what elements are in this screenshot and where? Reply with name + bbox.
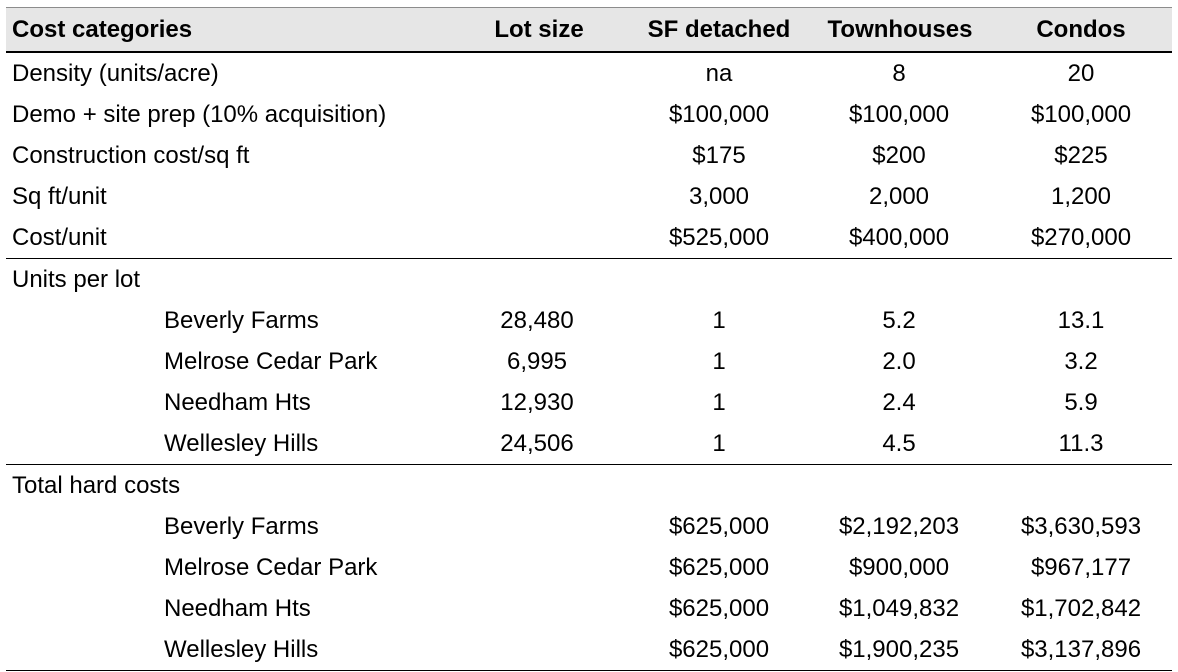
townhouses-value: $200 — [872, 142, 926, 169]
table-row-cost-unit: Cost/unit $525,000 $400,000 $270,000 — [6, 217, 1172, 258]
condos-value: 3.2 — [1064, 348, 1098, 375]
location-label: Wellesley Hills — [164, 636, 319, 663]
condos-value: 11.3 — [1058, 430, 1104, 457]
townhouses-value: $100,000 — [848, 101, 950, 128]
sf-detached-value: 3,000 — [688, 183, 750, 210]
sf-detached-value: $625,000 — [668, 595, 770, 622]
townhouses-value: 2.4 — [882, 389, 916, 416]
table-row-units-beverly-farms: Beverly Farms 28,480 1 5.2 13.1 — [6, 300, 1172, 341]
section-title: Total hard costs — [12, 472, 181, 499]
sf-detached-value: $625,000 — [668, 636, 770, 663]
lot-size-value: 28,480 — [500, 307, 574, 334]
table-row-demo-site-prep: Demo + site prep (10% acquisition) $100,… — [6, 94, 1172, 135]
location-label: Beverly Farms — [164, 307, 319, 334]
table-row-density: Density (units/acre) na 8 20 — [6, 53, 1172, 94]
location-label: Needham Hts — [164, 389, 311, 416]
row-label: Demo + site prep (10% acquisition) — [12, 101, 387, 128]
sf-detached-value: $625,000 — [668, 554, 770, 581]
row-label: Construction cost/sq ft — [12, 142, 250, 169]
condos-value: 13.1 — [1057, 307, 1105, 334]
header-cost-categories: Cost categories — [12, 16, 193, 43]
sf-detached-value: $525,000 — [668, 224, 770, 251]
section-heading-total-hard-costs: Total hard costs — [6, 464, 1172, 506]
condos-value: $270,000 — [1030, 224, 1132, 251]
sf-detached-value: $100,000 — [668, 101, 770, 128]
table-row-costs-beverly-farms: Beverly Farms $625,000 $2,192,203 $3,630… — [6, 506, 1172, 547]
condos-value: $225 — [1054, 142, 1108, 169]
sf-detached-value: 1 — [712, 307, 726, 334]
section-heading-units-per-lot: Units per lot — [6, 258, 1172, 300]
sf-detached-value: $175 — [692, 142, 746, 169]
lot-size-value: 12,930 — [500, 389, 574, 416]
sf-detached-value: 1 — [712, 348, 726, 375]
table-row-units-melrose-cedar-park: Melrose Cedar Park 6,995 1 2.0 3.2 — [6, 341, 1172, 382]
townhouses-value: 8 — [892, 60, 906, 87]
row-label: Cost/unit — [12, 224, 107, 251]
cost-table: Cost categories Lot size SF detached Tow… — [6, 7, 1172, 671]
condos-value: 5.9 — [1064, 389, 1098, 416]
condos-value: $3,137,896 — [1020, 636, 1142, 663]
lot-size-value: 24,506 — [500, 430, 574, 457]
location-label: Needham Hts — [164, 595, 311, 622]
header-lot-size: Lot size — [494, 16, 584, 43]
sf-detached-value: na — [705, 60, 733, 87]
townhouses-value: $400,000 — [848, 224, 950, 251]
condos-value: $3,630,593 — [1020, 513, 1142, 540]
table-row-units-wellesley-hills: Wellesley Hills 24,506 1 4.5 11.3 — [6, 423, 1172, 464]
table-row-sq-ft-unit: Sq ft/unit 3,000 2,000 1,200 — [6, 176, 1172, 217]
table-row-construction-cost: Construction cost/sq ft $175 $200 $225 — [6, 135, 1172, 176]
townhouses-value: $1,900,235 — [838, 636, 960, 663]
townhouses-value: $900,000 — [848, 554, 950, 581]
table-row-costs-melrose-cedar-park: Melrose Cedar Park $625,000 $900,000 $96… — [6, 547, 1172, 588]
townhouses-value: 5.2 — [882, 307, 916, 334]
row-label: Density (units/acre) — [12, 60, 219, 87]
table-header-row: Cost categories Lot size SF detached Tow… — [6, 7, 1172, 53]
townhouses-value: 2,000 — [868, 183, 930, 210]
townhouses-value: $2,192,203 — [838, 513, 960, 540]
table-row-costs-needham-hts: Needham Hts $625,000 $1,049,832 $1,702,8… — [6, 588, 1172, 629]
header-townhouses: Townhouses — [827, 16, 973, 43]
sf-detached-value: 1 — [712, 430, 726, 457]
location-label: Melrose Cedar Park — [164, 554, 378, 581]
sf-detached-value: 1 — [712, 389, 726, 416]
header-sf-detached: SF detached — [647, 16, 791, 43]
condos-value: $100,000 — [1030, 101, 1132, 128]
condos-value: 20 — [1067, 60, 1095, 87]
lot-size-value: 6,995 — [506, 348, 568, 375]
row-label: Sq ft/unit — [12, 183, 107, 210]
sf-detached-value: $625,000 — [668, 513, 770, 540]
table-row-units-needham-hts: Needham Hts 12,930 1 2.4 5.9 — [6, 382, 1172, 423]
condos-value: 1,200 — [1050, 183, 1112, 210]
location-label: Beverly Farms — [164, 513, 319, 540]
townhouses-value: 2.0 — [882, 348, 916, 375]
condos-value: $967,177 — [1030, 554, 1132, 581]
table-row-costs-wellesley-hills: Wellesley Hills $625,000 $1,900,235 $3,1… — [6, 629, 1172, 671]
townhouses-value: 4.5 — [882, 430, 916, 457]
condos-value: $1,702,842 — [1020, 595, 1142, 622]
section-title: Units per lot — [12, 266, 141, 293]
header-condos: Condos — [1036, 16, 1126, 43]
location-label: Melrose Cedar Park — [164, 348, 378, 375]
townhouses-value: $1,049,832 — [838, 595, 960, 622]
location-label: Wellesley Hills — [164, 430, 319, 457]
